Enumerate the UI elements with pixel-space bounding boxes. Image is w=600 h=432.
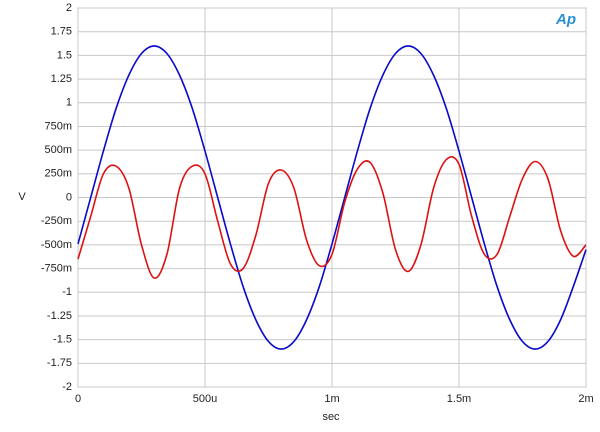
y-tick-label: 1.25 bbox=[51, 73, 72, 85]
y-tick-label: -500m bbox=[41, 239, 72, 251]
x-tick-label: 2m bbox=[578, 393, 593, 405]
x-tick-label: 1m bbox=[324, 393, 339, 405]
y-tick-label: 500m bbox=[44, 144, 72, 156]
y-tick-label: 750m bbox=[44, 120, 72, 132]
x-tick-label: 1.5m bbox=[447, 393, 471, 405]
logo: Ap bbox=[555, 11, 576, 28]
y-tick-label: -1 bbox=[62, 286, 72, 298]
x-tick-label: 0 bbox=[75, 393, 81, 405]
x-axis-label: sec bbox=[322, 411, 340, 423]
series-line bbox=[77, 156, 587, 279]
y-tick-label: -750m bbox=[41, 262, 72, 274]
y-tick-label: -1.5 bbox=[53, 334, 72, 346]
y-tick-label: -1.25 bbox=[47, 310, 72, 322]
y-tick-label: 2 bbox=[66, 2, 72, 14]
series-line bbox=[77, 45, 587, 350]
y-tick-label: 1.5 bbox=[57, 49, 72, 61]
y-tick-label: -250m bbox=[41, 215, 72, 227]
y-tick-label: -1.75 bbox=[47, 357, 72, 369]
y-tick-label: -2 bbox=[62, 381, 72, 393]
y-tick-label: 250m bbox=[44, 168, 72, 180]
y-axis-label: V bbox=[18, 191, 26, 203]
y-tick-label: 1.75 bbox=[51, 26, 72, 38]
y-tick-label: 1 bbox=[66, 97, 72, 109]
y-tick-label: 0 bbox=[66, 191, 72, 203]
x-tick-label: 500u bbox=[193, 393, 217, 405]
